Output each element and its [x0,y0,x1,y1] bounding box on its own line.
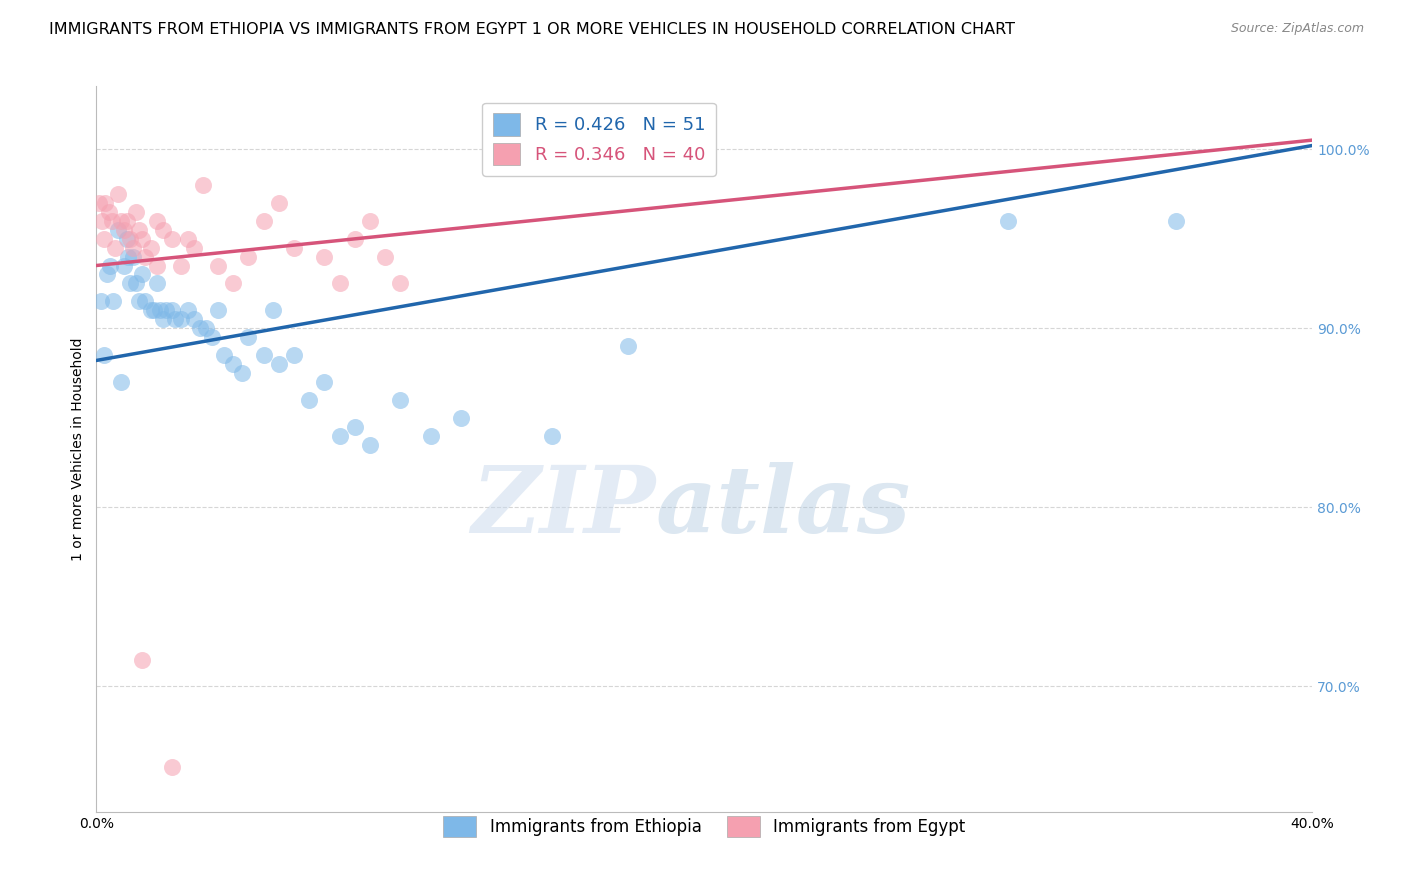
Point [131,652,153,666]
Y-axis label: 1 or more Vehicles in Household: 1 or more Vehicles in Household [72,337,86,561]
Point [152,222,174,236]
Point [267,195,290,210]
Point [343,419,366,434]
Point [98,259,121,273]
Point [149,303,172,318]
Point [107,222,129,236]
Point [134,294,156,309]
Point [389,277,412,291]
Point [329,428,352,442]
Text: Source: ZipAtlas.com: Source: ZipAtlas.com [1230,22,1364,36]
Point [128,294,150,309]
Point [115,213,138,227]
Point [117,250,139,264]
Point [207,259,229,273]
Point [1164,213,1187,227]
Point [207,303,229,318]
Legend: Immigrants from Ethiopia, Immigrants from Egypt: Immigrants from Ethiopia, Immigrants fro… [436,810,973,844]
Point [165,312,187,326]
Point [96,268,118,282]
Point [194,321,217,335]
Point [222,357,245,371]
Point [267,357,290,371]
Point [314,375,336,389]
Point [152,312,174,326]
Point [125,204,148,219]
Point [176,303,198,318]
Point [541,428,564,442]
Point [617,339,640,353]
Point [139,241,162,255]
Point [97,204,120,219]
Point [359,213,381,227]
Point [121,250,143,264]
Point [191,178,214,192]
Point [262,303,284,318]
Point [155,303,177,318]
Point [238,250,260,264]
Point [110,375,132,389]
Point [115,232,138,246]
Point [162,760,184,774]
Point [183,241,205,255]
Point [298,392,321,407]
Point [112,259,135,273]
Point [90,294,112,309]
Point [212,348,235,362]
Point [134,250,156,264]
Point [100,213,122,227]
Point [143,303,166,318]
Point [162,232,184,246]
Point [188,321,211,335]
Point [283,241,305,255]
Point [343,232,366,246]
Point [201,330,224,344]
Point [283,348,305,362]
Text: atlas: atlas [655,462,911,552]
Point [107,186,129,201]
Point [359,437,381,451]
Point [93,348,115,362]
Point [91,213,114,227]
Point [252,348,274,362]
Point [101,294,124,309]
Point [131,232,153,246]
Point [997,213,1019,227]
Point [128,222,150,236]
Point [222,277,245,291]
Text: ZIP: ZIP [471,462,655,552]
Point [176,232,198,246]
Point [89,195,111,210]
Point [146,277,169,291]
Point [374,250,396,264]
Point [139,303,162,318]
Point [146,259,169,273]
Point [183,312,205,326]
Point [419,428,441,442]
Point [118,232,141,246]
Point [170,259,193,273]
Point [94,195,117,210]
Point [104,241,127,255]
Point [231,366,253,380]
Point [121,241,143,255]
Point [118,277,141,291]
Text: IMMIGRANTS FROM ETHIOPIA VS IMMIGRANTS FROM EGYPT 1 OR MORE VEHICLES IN HOUSEHOL: IMMIGRANTS FROM ETHIOPIA VS IMMIGRANTS F… [49,22,1015,37]
Point [146,213,169,227]
Point [162,303,184,318]
Point [252,213,274,227]
Point [314,250,336,264]
Point [93,232,115,246]
Point [450,410,472,425]
Point [238,330,260,344]
Point [125,277,148,291]
Point [112,222,135,236]
Point [389,392,412,407]
Point [110,213,132,227]
Point [131,268,153,282]
Point [329,277,352,291]
Point [170,312,193,326]
